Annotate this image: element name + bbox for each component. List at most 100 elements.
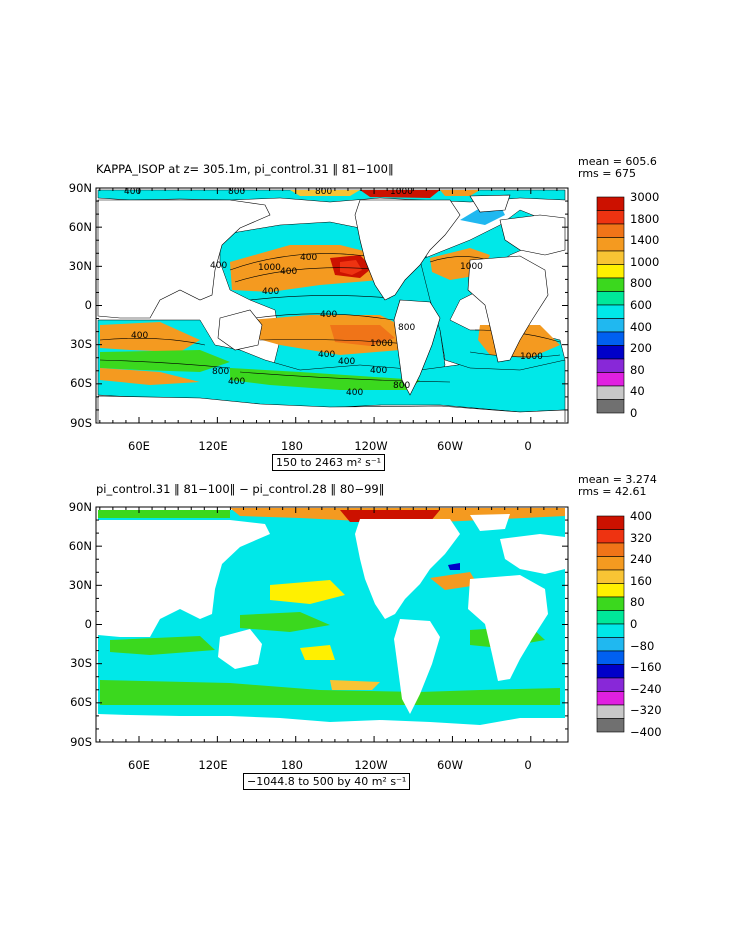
panel1-range-label: 150 to 2463 m² s⁻¹	[272, 454, 386, 471]
panel1-mean: mean = 605.6	[578, 155, 657, 168]
panel1-xlabel-120e: 120E	[198, 439, 228, 453]
colorbar-swatch	[596, 664, 625, 679]
panel2-ylabel-30n: 30N	[68, 578, 92, 592]
colorbar-swatch	[596, 569, 625, 584]
colorbar-label: 3000	[630, 190, 660, 204]
contour-label: 1000	[520, 352, 543, 362]
panel2-xlabel-180: 180	[281, 758, 303, 772]
colorbar-label: 400	[630, 509, 652, 523]
colorbar-swatch	[596, 372, 625, 387]
colorbar-swatch	[596, 250, 625, 265]
panel1-ylabel-30n: 30N	[68, 259, 92, 273]
colorbar-swatch	[596, 623, 625, 638]
panel1-ylabel-60n: 60N	[68, 220, 92, 234]
europe-landmass	[499, 214, 566, 256]
africa-landmass	[468, 575, 548, 681]
south-america-landmass	[394, 619, 440, 714]
panel1-title: KAPPA_ISOP at z= 305.1m, pi_control.31 ‖…	[96, 162, 394, 176]
pacific-ocean-field	[219, 221, 446, 406]
colorbar-swatch	[596, 304, 625, 319]
colorbar-swatch	[596, 515, 625, 530]
contour-label: 400	[124, 187, 142, 197]
contour-label: 400	[318, 350, 336, 360]
colorbar-swatch	[596, 385, 625, 400]
colorbar-swatch	[596, 596, 625, 611]
colorbar-label: 80	[630, 362, 645, 377]
colorbar-swatch	[596, 718, 625, 733]
panel1-xlabel-60w: 60W	[436, 439, 463, 453]
contour-label: 800	[315, 187, 333, 197]
contour-label: 400	[320, 310, 338, 320]
colorbar-swatch	[596, 237, 625, 252]
panel2-ylabel-0: 0	[84, 617, 92, 631]
panel2-range-label: −1044.8 to 500 by 40 m² s⁻¹	[243, 773, 411, 790]
colorbar-swatch	[596, 610, 625, 625]
colorbar-swatch	[596, 556, 625, 571]
panel1-ylabel-90s: 90S	[70, 416, 92, 430]
colorbar-label: 160	[630, 573, 652, 588]
asia-landmass	[97, 199, 271, 319]
panel1-ylabel-0: 0	[84, 298, 92, 312]
colorbar-label: 800	[630, 276, 652, 291]
colorbar-swatch	[596, 704, 625, 719]
panel1-ylabel-60s: 60S	[70, 376, 92, 390]
greenland-landmass	[470, 514, 510, 531]
colorbar-label: −240	[630, 681, 662, 696]
contour-label: 800	[212, 367, 230, 377]
contour-label: 1000	[460, 262, 483, 272]
colorbar-swatch	[596, 345, 625, 360]
africa-landmass	[467, 255, 549, 363]
colorbar-label: 1400	[630, 233, 660, 248]
panel2-ylabel-60s: 60S	[70, 695, 92, 709]
colorbar-swatch	[596, 264, 625, 279]
colorbar-label: 80	[630, 595, 645, 610]
colorbar-label: 0	[630, 617, 638, 631]
panel2-xlabel-60e: 60E	[128, 758, 150, 772]
colorbar-label: −400	[630, 725, 662, 739]
panel1-xlabel-180: 180	[281, 439, 303, 453]
colorbar-swatch	[596, 529, 625, 544]
arctic-ocean-field	[97, 189, 566, 203]
colorbar-swatch	[596, 583, 625, 598]
contour-label: 400	[262, 287, 280, 297]
panel2-title: pi_control.31 ‖ 81−100‖ − pi_control.28 …	[96, 482, 385, 496]
colorbar-label: 40	[630, 384, 645, 399]
difference-field	[98, 510, 565, 725]
panel2-mean: mean = 3.274	[578, 473, 657, 486]
panel2-xlabel-120e: 120E	[198, 758, 228, 772]
colorbar-label: 1800	[630, 211, 660, 226]
colorbar-label: 400	[630, 319, 652, 334]
contour-label: 1000	[390, 187, 413, 197]
colorbar-swatch	[596, 277, 625, 292]
colorbar-label: 240	[630, 552, 652, 567]
indian-ocean-field	[97, 319, 566, 413]
panel2-xlabel-60w: 60W	[436, 758, 463, 772]
contour-label: 400	[346, 388, 364, 398]
panel2-xlabel-0: 0	[524, 758, 532, 772]
colorbar-swatch	[596, 223, 625, 238]
panel2-ylabel-60n: 60N	[68, 539, 92, 553]
contour-label: 1000	[258, 263, 281, 273]
panel2-ylabel-30s: 30S	[70, 656, 92, 670]
colorbar-swatch	[596, 677, 625, 692]
australia-landmass	[218, 629, 262, 669]
colorbar-swatch	[596, 637, 625, 652]
contour-label: 400	[210, 261, 228, 271]
contour-label: 400	[228, 377, 246, 387]
contour-label: 400	[280, 267, 298, 277]
colorbar-swatch	[596, 399, 625, 414]
europe-landmass	[500, 534, 565, 574]
contour-label: 800	[393, 381, 411, 391]
north-america-landmass	[355, 519, 460, 619]
panel1-ylabel-30s: 30S	[70, 337, 92, 351]
colorbar-label: −320	[630, 703, 662, 718]
colorbar-label: 600	[630, 298, 652, 312]
asia-landmass	[98, 520, 270, 637]
colorbar-swatch	[596, 196, 625, 211]
contour-label: 400	[338, 357, 356, 367]
atlantic-ocean-field	[419, 209, 566, 371]
greenland-landmass	[469, 194, 511, 213]
antarctica-landmass	[97, 395, 566, 422]
colorbar-swatch	[596, 691, 625, 706]
colorbar-swatch	[596, 318, 625, 333]
